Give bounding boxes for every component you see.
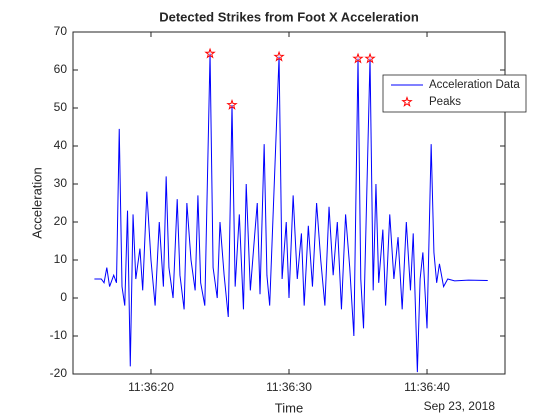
x-tick-label: 11:36:30	[266, 380, 312, 394]
y-axis-label: Acceleration	[29, 167, 44, 239]
y-tick-label: 70	[54, 24, 68, 38]
x-tick-label: 11:36:40	[404, 380, 450, 394]
y-tick-label: 40	[54, 138, 68, 152]
peak-marker	[364, 52, 376, 64]
y-tick-label: 10	[54, 252, 68, 266]
axes-box	[72, 31, 506, 375]
legend-label: Peaks	[429, 96, 461, 108]
peak-marker	[226, 98, 238, 110]
x-tick-label: 11:36:20	[128, 380, 174, 394]
data-line	[94, 53, 488, 373]
legend-label: Acceleration Data	[429, 79, 520, 91]
y-tick-label: -10	[50, 328, 68, 342]
y-tick-label: -20	[50, 366, 68, 380]
legend-box	[382, 74, 527, 113]
peak-marker	[352, 52, 364, 64]
peak-marker	[273, 50, 285, 62]
y-tick-label: 20	[54, 214, 68, 228]
y-tick-label: 60	[54, 62, 68, 76]
x-axis-label: Time	[275, 400, 303, 415]
date-label: Sep 23, 2018	[424, 399, 496, 413]
legend-marker	[401, 95, 413, 107]
y-tick-label: 50	[54, 100, 68, 114]
y-tick-label: 30	[54, 176, 68, 190]
y-tick-label: 0	[60, 290, 67, 304]
peak-marker	[204, 47, 216, 59]
chart-title: Detected Strikes from Foot X Acceleratio…	[159, 9, 419, 24]
